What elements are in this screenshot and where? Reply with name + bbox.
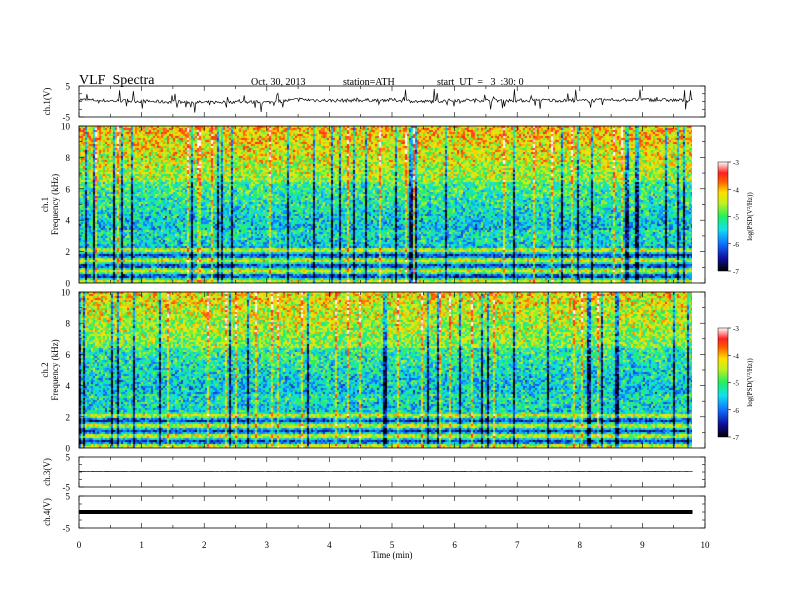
waveform-layer xyxy=(78,88,693,514)
y-tick-label: 2 xyxy=(66,247,71,257)
y-tick-label: 2 xyxy=(66,412,71,422)
colorbar-label: log(PSD(V²/Hz)) xyxy=(746,358,754,407)
y-tick-label: 5 xyxy=(66,82,71,92)
y-tick-label: -5 xyxy=(63,113,71,123)
y-tick-label: 4 xyxy=(66,381,71,391)
y-tick-label: -5 xyxy=(63,483,71,493)
y-tick-label: 5 xyxy=(66,492,71,502)
y-tick-label: 0 xyxy=(66,279,71,289)
colorbar-tick-label: -7 xyxy=(733,268,739,276)
colorbar-tick-label: -7 xyxy=(733,434,739,442)
x-tick-label: 9 xyxy=(640,540,645,550)
colorbar-tick-label: -4 xyxy=(733,186,739,194)
y-tick-label: 8 xyxy=(66,153,71,163)
y-axis-label-ch2-spectrogram: Frequency (kHz) xyxy=(50,339,60,400)
y-tick-label: 10 xyxy=(61,122,71,132)
spectrogram-ch1-image xyxy=(79,126,692,283)
waveform-ch1-waveform xyxy=(78,88,693,113)
colorbar-label: log(PSD(V²/Hz)) xyxy=(746,192,754,241)
x-tick-label: 8 xyxy=(578,540,583,550)
y-axis-label-ch1-spectrogram: ch.1 xyxy=(40,197,50,212)
date-label: Oct. 30, 2013 xyxy=(251,77,306,88)
y-tick-label: 5 xyxy=(66,453,71,463)
x-tick-label: 3 xyxy=(265,540,270,550)
y-tick-label: 10 xyxy=(61,288,71,298)
x-tick-label: 7 xyxy=(515,540,520,550)
y-axis-label-ch2-spectrogram: ch.2 xyxy=(40,362,50,377)
station-label: station=ATH xyxy=(343,77,395,88)
y-tick-label: 6 xyxy=(66,350,71,360)
y-tick-label: 8 xyxy=(66,319,71,329)
colorbar-tick-label: -5 xyxy=(733,380,739,388)
colorbar xyxy=(717,327,729,438)
y-axis-label-ch3-waveform: ch.3(V) xyxy=(42,458,52,486)
x-tick-label: 1 xyxy=(139,540,144,550)
axes-layer: 5-5ch.1(V)-3-4-5-6-7log(PSD(V²/Hz))02468… xyxy=(40,82,754,561)
colorbar-tick-label: -5 xyxy=(733,214,739,222)
spectrogram-ch2-image xyxy=(79,292,692,448)
colorbar-tick-label: -6 xyxy=(733,407,739,415)
figure-title: VLF Spectra xyxy=(79,73,155,88)
y-tick-label: -5 xyxy=(63,524,71,534)
colorbar-tick-label: -4 xyxy=(733,352,739,360)
y-tick-label: 0 xyxy=(66,444,71,454)
y-axis-label-ch4-waveform: ch.4(V) xyxy=(42,498,52,526)
colorbar-tick-label: -3 xyxy=(733,325,739,333)
spectrogram-layer xyxy=(79,126,692,448)
y-axis-label-ch1-spectrogram: Frequency (kHz) xyxy=(50,174,60,235)
y-tick-label: 4 xyxy=(66,216,71,226)
x-tick-label: 4 xyxy=(327,540,332,550)
x-tick-label: 5 xyxy=(390,540,395,550)
colorbar xyxy=(717,161,729,272)
colorbar-tick-label: -3 xyxy=(733,159,739,167)
x-tick-label: 6 xyxy=(452,540,457,550)
x-tick-label: 2 xyxy=(202,540,207,550)
y-axis-label-ch1-waveform: ch.1(V) xyxy=(42,88,52,116)
x-tick-label: 0 xyxy=(77,540,82,550)
x-tick-label: 10 xyxy=(701,540,711,550)
x-axis-label: Time (min) xyxy=(372,550,413,560)
colorbar-tick-label: -6 xyxy=(733,241,739,249)
start-time-label: start UT = 3 :30: 0 xyxy=(437,77,524,88)
y-tick-label: 6 xyxy=(66,184,71,194)
